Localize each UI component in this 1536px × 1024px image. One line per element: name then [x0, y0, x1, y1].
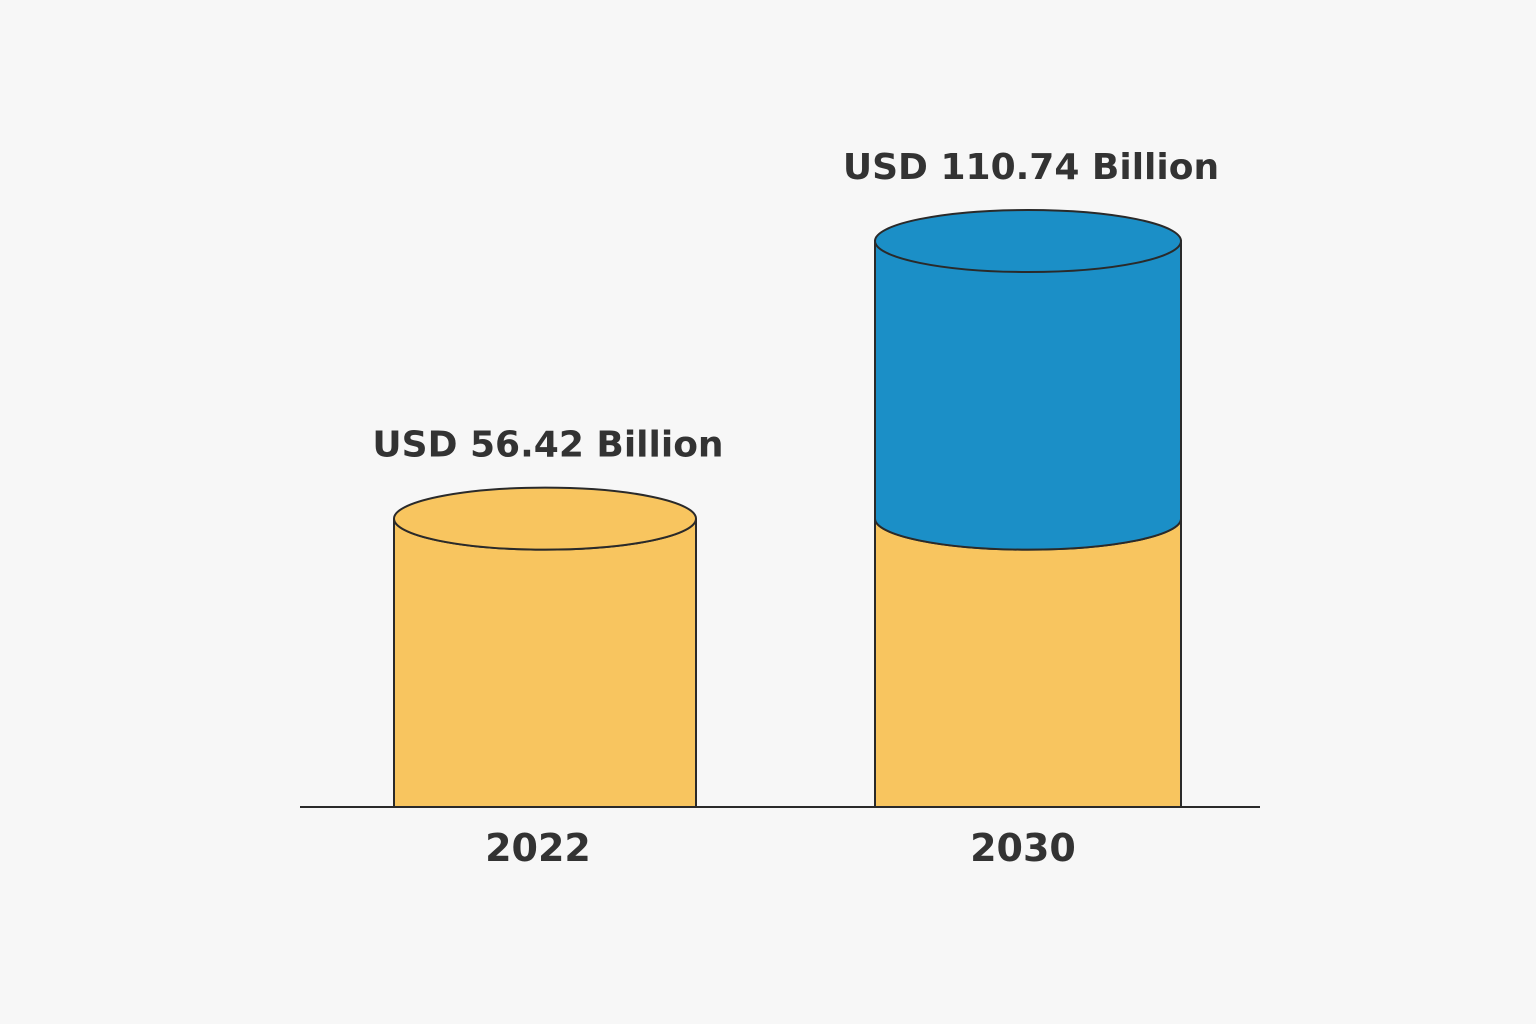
- labels-group: USD 56.42 Billion 2022 USD 110.74 Billion 2…: [372, 147, 1219, 870]
- bar-2022-category-label: 2022: [485, 826, 591, 870]
- bars-group: [393, 209, 1182, 808]
- bar-2030-value-label: USD 110.74 Billion: [843, 147, 1219, 188]
- bar-2030-top-cap: [874, 209, 1182, 273]
- bar-2030-base-segment: [874, 518, 1182, 808]
- bar-2030-growth-segment: [874, 240, 1182, 551]
- bar-2022-value-label: USD 56.42 Billion: [372, 425, 723, 466]
- bar-2030-category-label: 2030: [970, 826, 1076, 870]
- bar-2022-top-cap: [393, 486, 697, 551]
- bar-2022-base-segment: [393, 518, 697, 808]
